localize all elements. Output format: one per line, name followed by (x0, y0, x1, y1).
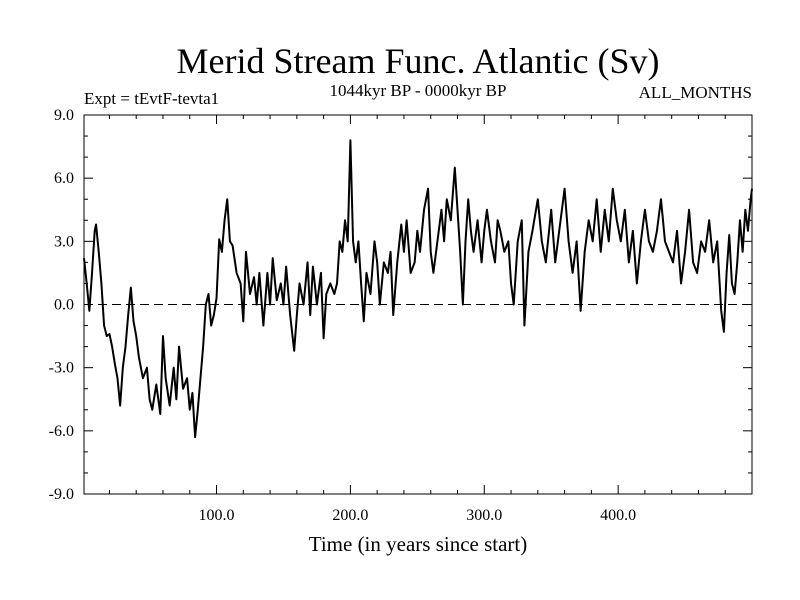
x-axis-label: Time (in years since start) (309, 532, 528, 556)
chart-title: Merid Stream Func. Atlantic (Sv) (177, 41, 660, 81)
y-tick-label: 9.0 (54, 107, 74, 124)
x-tick-label: 200.0 (332, 507, 368, 524)
y-tick-label: -9.0 (49, 486, 74, 503)
x-tick-label: 400.0 (600, 507, 636, 524)
series-line (83, 139, 753, 439)
plot-area: 100.0 200.0 300.0 400.0 -9.0 -6.0 -3.0 0.0 3.0 6.… (49, 107, 753, 524)
y-tick-label: -6.0 (49, 423, 74, 440)
y-tick-label: 3.0 (54, 233, 74, 250)
x-tick-label: 100.0 (199, 507, 235, 524)
y-tick-label: -3.0 (49, 360, 74, 377)
y-tick-label: 6.0 (54, 170, 74, 187)
x-tick-label: 300.0 (466, 507, 502, 524)
subtitle-left: Expt = tEvtF-tevta1 (84, 89, 219, 108)
subtitle-right: ALL_MONTHS (639, 83, 752, 102)
subtitle-center: 1044kyr BP - 0000kyr BP (330, 81, 507, 100)
y-tick-label: 0.0 (54, 297, 74, 314)
